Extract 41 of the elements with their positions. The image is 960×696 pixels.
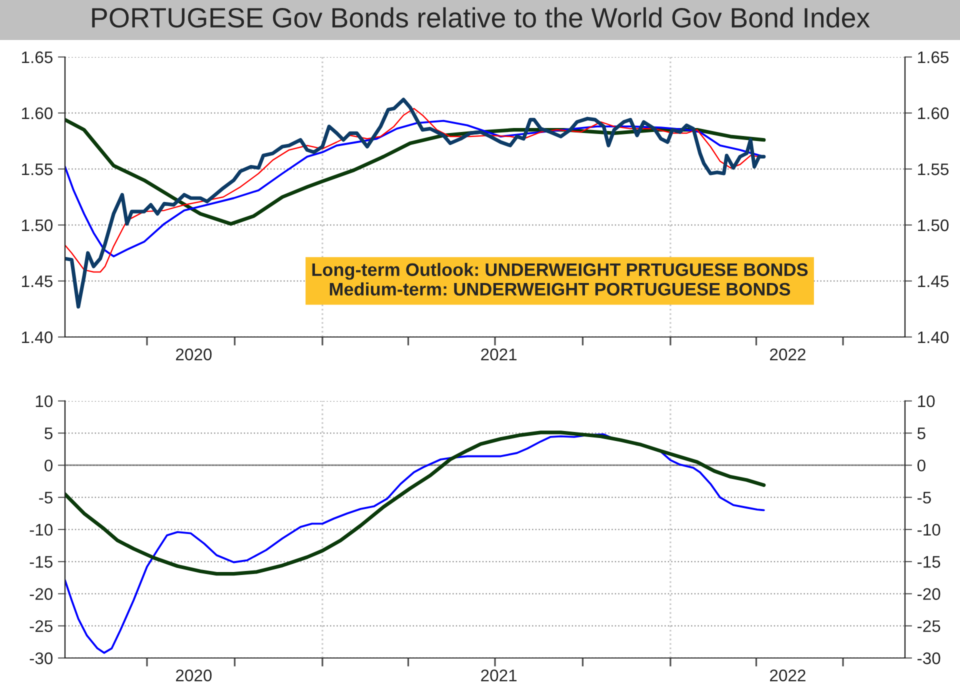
- x-tick-label: 2022: [770, 670, 806, 682]
- x-tick-label: 2020: [176, 670, 212, 682]
- y-tick-label: -10: [30, 524, 53, 536]
- x-tick-label: 2020: [176, 348, 212, 360]
- y2-tick-label: -20: [918, 588, 940, 600]
- y-tick-label: -5: [39, 492, 52, 504]
- y2-tick-label: -30: [918, 652, 940, 664]
- y-tick-label: -25: [30, 620, 52, 632]
- y2-tick-label: 1.45: [918, 276, 949, 288]
- y2-tick-label: 1.65: [918, 51, 949, 64]
- y-tick-label: -20: [30, 588, 53, 600]
- line-series: [64, 433, 765, 654]
- chart-title: PORTUGESE Gov Bonds relative to the World Gov Bond Index: [92, 7, 870, 28]
- y2-tick-label: 5: [917, 428, 926, 440]
- y2-tick-label: -25: [918, 620, 940, 632]
- y-tick-label: 10: [36, 395, 53, 408]
- line-series: [64, 430, 766, 576]
- annotation: Medium-term: UNDERWEIGHT PORTUGUESE BONDS: [330, 282, 790, 296]
- y-tick-label: 1.50: [22, 219, 53, 232]
- y-tick-label: 5: [44, 428, 52, 440]
- x-tick-label: 2021: [481, 348, 517, 360]
- x-tick-label: 2021: [481, 670, 517, 682]
- y2-tick-label: 1.55: [918, 164, 949, 176]
- y-tick-label: 1.45: [22, 276, 52, 288]
- y-tick-label: 1.40: [22, 331, 53, 344]
- x-tick-label: 2022: [770, 348, 806, 360]
- y2-tick-label: -10: [918, 524, 940, 536]
- y2-tick-label: 0: [917, 460, 926, 472]
- y-tick-label: 1.60: [22, 107, 53, 120]
- y-tick-label: -15: [30, 556, 52, 568]
- y2-tick-label: 1.40: [918, 331, 949, 344]
- y-tick-label: 1.65: [22, 51, 52, 64]
- annotation: Long-term Outlook: UNDERWEIGHT PRTUGUESE BONDS: [312, 262, 808, 280]
- y2-tick-label: 10: [918, 395, 935, 408]
- y-tick-label: 0: [44, 460, 53, 472]
- y-tick-label: 1.55: [22, 164, 52, 176]
- y2-tick-label: -5: [918, 492, 931, 504]
- y2-tick-label: 1.60: [918, 107, 949, 120]
- y2-tick-label: 1.50: [918, 219, 949, 232]
- y2-tick-label: -15: [918, 556, 940, 568]
- y-tick-label: -30: [30, 652, 53, 664]
